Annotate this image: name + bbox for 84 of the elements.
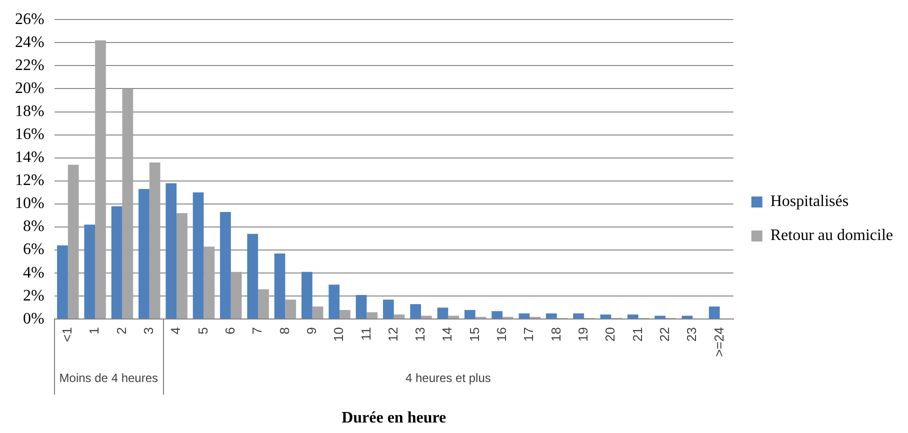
bar: [421, 316, 432, 319]
bar: [302, 272, 312, 319]
y-tick-label: 20%: [15, 80, 44, 97]
x-tick-label: 15: [466, 327, 482, 342]
bar: [340, 310, 350, 319]
bar: [437, 308, 448, 319]
y-tick-label: 10%: [15, 195, 44, 212]
x-tick-label: 6: [222, 327, 238, 334]
bar: [220, 212, 231, 319]
y-tick-label: 6%: [23, 241, 44, 258]
bar: [573, 313, 584, 319]
bar: [230, 272, 242, 319]
x-tick-label: 7: [250, 327, 265, 334]
legend-label: Retour au domicile: [770, 227, 894, 244]
y-tick-label: 26%: [15, 10, 44, 28]
y-tick-label: 16%: [15, 126, 44, 144]
x-tick-label: 10: [331, 327, 346, 342]
bar: [138, 188, 150, 319]
x-tick-label: 3: [140, 327, 156, 334]
bar: [600, 314, 612, 319]
bar: [328, 284, 340, 319]
bar: [204, 246, 215, 319]
bar: [654, 316, 666, 319]
x-tick-label: 22: [657, 327, 672, 342]
bar: [149, 162, 160, 319]
bar: [166, 183, 177, 319]
x-tick-label: 16: [494, 327, 510, 342]
text: Moins de 4 heures: [59, 371, 158, 386]
bar: [366, 312, 378, 319]
y-tick-label: 0%: [23, 310, 44, 328]
x-tick-label: 4: [168, 327, 184, 334]
bar: [68, 164, 79, 319]
bar: [682, 316, 693, 319]
bar: [57, 245, 68, 319]
bar: [546, 313, 557, 319]
y-tick-label: 4%: [23, 264, 44, 282]
bar: [382, 300, 394, 319]
x-tick-label: 11: [358, 327, 374, 341]
legend-label: Hospitalisés: [770, 193, 849, 210]
bar: [708, 306, 720, 319]
x-tick-label: 9: [304, 327, 319, 334]
bar: [122, 88, 134, 319]
x-tick-label: 23: [684, 327, 700, 342]
x-tick-label: 12: [385, 327, 400, 342]
x-tick-label: 18: [548, 327, 564, 342]
y-tick-label: 14%: [15, 149, 44, 166]
bar: [247, 234, 258, 319]
bar: [192, 192, 204, 319]
x-tick-label: <1: [59, 327, 74, 342]
x-tick-label: 14: [440, 327, 455, 342]
x-tick-label: 19: [576, 327, 591, 342]
bar: [285, 300, 296, 319]
x-tick-label: 13: [412, 327, 428, 342]
x-tick-label: 17: [521, 327, 536, 342]
x-tick-label: 20: [602, 327, 618, 342]
x-tick-label: 1: [86, 327, 102, 334]
y-tick-label: 8%: [23, 218, 44, 236]
y-tick-label: 24%: [15, 34, 44, 51]
bar: [410, 304, 422, 319]
bar: [258, 289, 269, 319]
bar: [518, 313, 530, 319]
y-tick-label: 12%: [15, 172, 44, 190]
bar: [492, 311, 502, 319]
x-axis-title: Durée en heure: [342, 410, 446, 427]
bar: [111, 206, 122, 319]
bar: [448, 316, 460, 319]
x-tick-label: 5: [195, 327, 210, 334]
bar: [274, 253, 286, 319]
bar: [464, 310, 476, 319]
bar: [95, 40, 106, 319]
x-tick-label: 2: [114, 327, 129, 334]
y-tick-label: 2%: [23, 287, 44, 304]
bar: [84, 224, 96, 319]
bar: [394, 314, 405, 319]
y-tick-label: 22%: [15, 56, 44, 74]
x-tick-label: 8: [276, 327, 292, 334]
y-tick-label: 18%: [15, 102, 44, 120]
bar: [312, 306, 324, 319]
bar: [627, 314, 638, 319]
bar: [356, 294, 367, 319]
text: 4 heures et plus: [405, 371, 491, 386]
x-tick-label: 21: [630, 327, 645, 342]
bar: [176, 213, 188, 319]
x-tick-label: >=24: [711, 327, 726, 357]
